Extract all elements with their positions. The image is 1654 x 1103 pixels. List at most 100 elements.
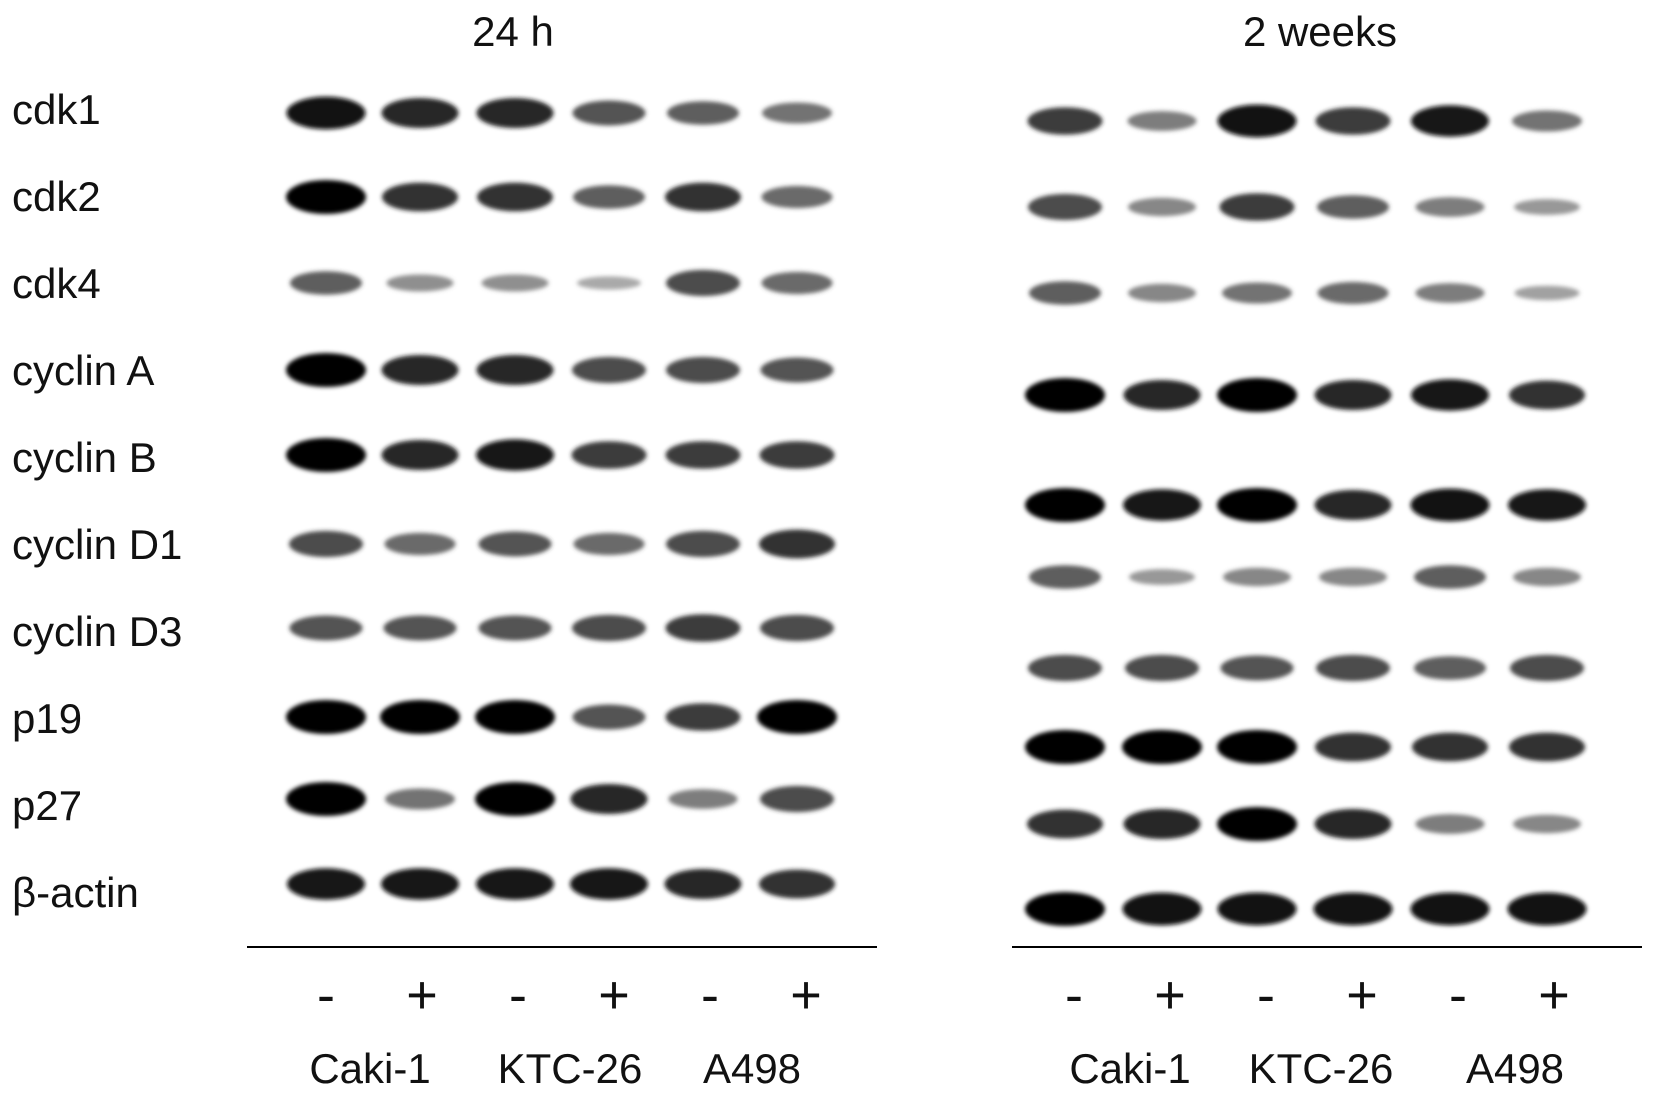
row-label-p19: p19 bbox=[12, 695, 83, 742]
bands-24h bbox=[286, 96, 837, 900]
band-2w-beta-actin-lane-6 bbox=[1507, 892, 1587, 926]
band-2w-cyclin-a-lane-2 bbox=[1123, 379, 1201, 411]
band-24h-cyclin-d1-lane-3 bbox=[478, 531, 552, 557]
row-label-p27: p27 bbox=[12, 782, 83, 829]
cell-line-label-24h-ktc26: KTC-26 bbox=[497, 1045, 643, 1092]
band-24h-cdk2-lane-2 bbox=[382, 182, 458, 212]
band-24h-beta-actin-lane-6 bbox=[759, 869, 835, 899]
divider-line-24h bbox=[247, 946, 877, 948]
band-2w-cdk2-lane-4 bbox=[1317, 195, 1389, 219]
band-24h-cdk2-lane-5 bbox=[665, 182, 741, 212]
band-2w-cdk4-lane-6 bbox=[1514, 285, 1580, 301]
row-label-cyclin-d1: cyclin D1 bbox=[12, 521, 183, 568]
band-24h-cyclin-d3-lane-2 bbox=[383, 615, 457, 641]
band-2w-cyclin-a-lane-6 bbox=[1509, 380, 1585, 410]
band-2w-cdk1-lane-5 bbox=[1411, 105, 1489, 137]
band-24h-cyclin-d3-lane-3 bbox=[478, 615, 552, 641]
band-2w-p27-lane-3 bbox=[1217, 807, 1297, 841]
cell-line-label-2w-ktc26: KTC-26 bbox=[1248, 1045, 1394, 1092]
band-24h-cyclin-d3-lane-1 bbox=[289, 615, 363, 641]
band-24h-cdk1-lane-6 bbox=[762, 102, 832, 124]
band-24h-cdk4-lane-4 bbox=[577, 276, 641, 290]
treatment-sign-24h-2: + bbox=[406, 965, 438, 1025]
band-24h-cdk1-lane-5 bbox=[667, 101, 739, 125]
treatment-sign-24h-5: - bbox=[701, 965, 719, 1025]
band-24h-cyclin-d1-lane-5 bbox=[666, 530, 740, 558]
band-2w-cyclin-d3-lane-4 bbox=[1316, 654, 1390, 682]
band-2w-cyclin-a-lane-1 bbox=[1025, 378, 1105, 412]
row-label-cdk4: cdk4 bbox=[12, 260, 101, 307]
treatment-sign-24h-6: + bbox=[790, 965, 822, 1025]
band-24h-cyclin-d3-lane-5 bbox=[665, 614, 741, 642]
treatment-sign-2w-4: + bbox=[1346, 965, 1378, 1025]
band-2w-cyclin-d1-lane-2 bbox=[1129, 569, 1195, 585]
band-2w-cdk4-lane-3 bbox=[1222, 282, 1292, 304]
band-24h-cdk4-lane-2 bbox=[386, 274, 454, 292]
band-2w-cdk2-lane-6 bbox=[1514, 199, 1580, 215]
row-label-cyclin-d3: cyclin D3 bbox=[12, 608, 183, 655]
treatment-sign-2w-3: - bbox=[1257, 965, 1275, 1025]
band-24h-cyclin-a-lane-3 bbox=[476, 354, 554, 386]
row-label-beta-actin: β-actin bbox=[12, 869, 139, 916]
band-24h-beta-actin-lane-1 bbox=[287, 868, 365, 900]
band-2w-p27-lane-5 bbox=[1415, 814, 1485, 834]
band-2w-cyclin-d3-lane-3 bbox=[1220, 655, 1294, 681]
band-2w-cdk2-lane-1 bbox=[1028, 193, 1102, 221]
band-2w-cyclin-d1-lane-6 bbox=[1513, 567, 1581, 587]
band-24h-cyclin-b-lane-6 bbox=[759, 441, 835, 469]
band-2w-cyclin-b-lane-4 bbox=[1314, 489, 1392, 521]
treatment-sign-2w-2: + bbox=[1154, 965, 1186, 1025]
band-2w-beta-actin-lane-4 bbox=[1313, 892, 1393, 926]
band-2w-beta-actin-lane-2 bbox=[1122, 892, 1202, 926]
band-24h-p19-lane-2 bbox=[380, 700, 460, 734]
band-2w-cdk1-lane-4 bbox=[1315, 107, 1391, 135]
band-2w-beta-actin-lane-3 bbox=[1217, 892, 1297, 926]
band-24h-p19-lane-6 bbox=[757, 700, 837, 734]
band-2w-p27-lane-2 bbox=[1123, 808, 1201, 840]
band-2w-cdk4-lane-4 bbox=[1317, 281, 1389, 305]
cell-line-label-2w-caki1: Caki-1 bbox=[1069, 1045, 1191, 1092]
band-2w-p19-lane-3 bbox=[1217, 730, 1297, 764]
band-24h-p19-lane-5 bbox=[665, 703, 741, 731]
band-2w-cyclin-d3-lane-6 bbox=[1510, 654, 1584, 682]
band-2w-cyclin-d3-lane-1 bbox=[1028, 654, 1102, 682]
row-label-cyclin-a: cyclin A bbox=[12, 347, 155, 394]
row-label-cdk1: cdk1 bbox=[12, 86, 101, 133]
band-24h-cyclin-d1-lane-1 bbox=[289, 530, 363, 558]
band-24h-beta-actin-lane-2 bbox=[381, 868, 459, 900]
band-24h-cdk4-lane-1 bbox=[290, 271, 362, 295]
band-24h-cdk2-lane-3 bbox=[477, 182, 553, 212]
band-24h-p19-lane-1 bbox=[286, 700, 366, 734]
band-2w-cdk1-lane-3 bbox=[1217, 104, 1297, 138]
band-2w-cyclin-d1-lane-4 bbox=[1319, 567, 1387, 587]
cell-line-label-2w-a498: A498 bbox=[1465, 1045, 1565, 1092]
treatment-sign-2w-1: - bbox=[1065, 965, 1083, 1025]
row-label-cyclin-b: cyclin B bbox=[12, 434, 157, 481]
band-24h-p27-lane-4 bbox=[570, 783, 648, 815]
treatment-sign-2w-5: - bbox=[1449, 965, 1467, 1025]
band-24h-cyclin-d3-lane-4 bbox=[572, 614, 646, 642]
band-24h-cdk4-lane-3 bbox=[481, 274, 549, 292]
treatment-sign-2w-6: + bbox=[1538, 965, 1570, 1025]
band-2w-p19-lane-5 bbox=[1412, 732, 1488, 762]
band-24h-cdk2-lane-4 bbox=[573, 185, 645, 209]
band-2w-p19-lane-6 bbox=[1509, 732, 1585, 762]
band-24h-beta-actin-lane-3 bbox=[476, 868, 554, 900]
band-24h-cyclin-a-lane-2 bbox=[381, 354, 459, 386]
band-2w-cyclin-a-lane-3 bbox=[1217, 378, 1297, 412]
band-24h-cdk4-lane-6 bbox=[761, 271, 833, 295]
band-2w-beta-actin-lane-1 bbox=[1025, 892, 1105, 926]
band-2w-p27-lane-6 bbox=[1513, 814, 1581, 834]
band-24h-cdk1-lane-4 bbox=[572, 100, 646, 126]
band-2w-cyclin-b-lane-3 bbox=[1217, 488, 1297, 522]
band-2w-p19-lane-4 bbox=[1315, 732, 1391, 762]
band-24h-p27-lane-6 bbox=[760, 785, 834, 813]
band-24h-cdk1-lane-2 bbox=[381, 97, 459, 129]
band-2w-cyclin-d3-lane-2 bbox=[1125, 654, 1199, 682]
panel-title-24h: 24 h bbox=[472, 8, 554, 55]
band-2w-cyclin-b-lane-6 bbox=[1508, 489, 1586, 521]
band-2w-cdk1-lane-6 bbox=[1512, 110, 1582, 132]
treatment-sign-24h-1: - bbox=[317, 965, 335, 1025]
band-2w-cyclin-a-lane-5 bbox=[1411, 379, 1489, 411]
